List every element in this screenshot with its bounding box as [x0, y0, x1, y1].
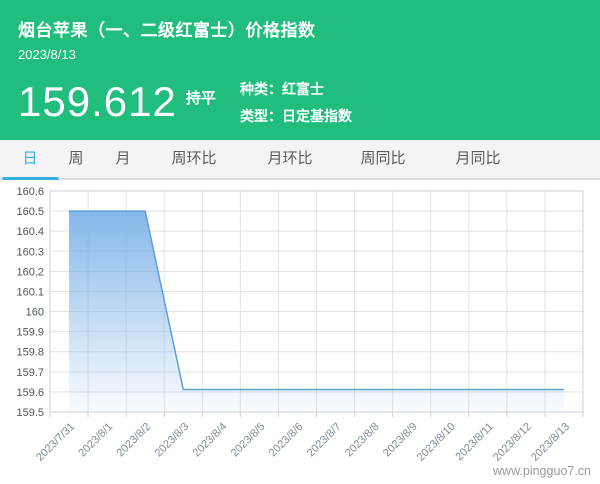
index-value-row: 159.612 持平 [18, 80, 216, 124]
index-type-label: 类型：日定基指数 [240, 108, 352, 124]
svg-text:160: 160 [26, 307, 44, 319]
header: 烟台苹果（一、二级红富士）价格指数 2023/8/13 159.612 持平 种… [0, 0, 600, 140]
svg-text:2023/8/8: 2023/8/8 [343, 421, 382, 460]
svg-text:2023/8/6: 2023/8/6 [267, 421, 306, 460]
index-value: 159.612 [18, 78, 177, 125]
svg-text:160.1: 160.1 [16, 286, 44, 298]
tab-week-yoy[interactable]: 周同比 [360, 150, 406, 167]
svg-text:2023/8/4: 2023/8/4 [191, 421, 230, 460]
chart-area[interactable]: 159.5 159.6 159.7 159.8 159.9 160 160.1 160.2 16… [0, 180, 600, 484]
trend-label: 持平 [185, 90, 216, 107]
tab-week-ring-ratio[interactable]: 周环比 [171, 150, 217, 167]
svg-text:160.3: 160.3 [16, 246, 44, 258]
svg-text:160.6: 160.6 [16, 186, 44, 198]
meta-info: 种类：红富士 类型：日定基指数 [240, 76, 352, 130]
svg-text:2023/8/3: 2023/8/3 [153, 421, 192, 460]
svg-text:159.6: 159.6 [16, 387, 44, 399]
header-date: 2023/8/13 [18, 47, 76, 62]
svg-text:2023/8/10: 2023/8/10 [415, 421, 458, 464]
svg-text:2023/8/5: 2023/8/5 [229, 421, 268, 460]
tab-monthly[interactable]: 月 [115, 150, 131, 167]
svg-text:159.5: 159.5 [16, 407, 44, 419]
page-title: 烟台苹果（一、二级红富士）价格指数 [18, 21, 316, 40]
svg-text:160.5: 160.5 [16, 206, 44, 218]
svg-text:159.9: 159.9 [16, 327, 44, 339]
tab-month-yoy[interactable]: 月同比 [455, 150, 501, 167]
svg-text:2023/8/9: 2023/8/9 [381, 421, 420, 460]
svg-text:2023/8/11: 2023/8/11 [453, 421, 496, 464]
svg-text:2023/8/13: 2023/8/13 [529, 421, 572, 464]
tab-weekly[interactable]: 周 [68, 150, 84, 167]
svg-text:2023/8/2: 2023/8/2 [115, 421, 154, 460]
svg-text:2023/8/7: 2023/8/7 [305, 421, 344, 460]
svg-text:160.2: 160.2 [16, 266, 44, 278]
svg-text:159.7: 159.7 [16, 367, 44, 379]
svg-text:2023/7/31: 2023/7/31 [34, 421, 77, 464]
svg-text:2023/8/1: 2023/8/1 [76, 421, 115, 460]
svg-text:2023/8/12: 2023/8/12 [491, 421, 534, 464]
price-index-area-chart[interactable]: 159.5 159.6 159.7 159.8 159.9 160 160.1 160.2 16… [0, 180, 600, 484]
svg-text:160.4: 160.4 [16, 226, 44, 238]
svg-text:159.8: 159.8 [16, 347, 44, 359]
tab-bar: 日 周 月 周环比 月环比 周同比 月同比 [0, 140, 600, 180]
site-watermark: www.pingguo7.cn [493, 464, 591, 478]
tab-month-ring-ratio[interactable]: 月环比 [267, 150, 313, 167]
variety-label: 种类：红富士 [240, 81, 324, 97]
tab-daily[interactable]: 日 [22, 140, 37, 178]
